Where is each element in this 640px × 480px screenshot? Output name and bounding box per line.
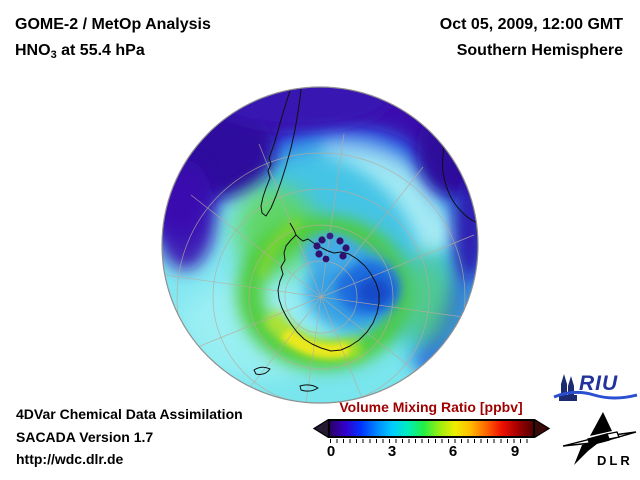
tick-label-9: 9: [510, 443, 520, 460]
subscript: 3: [50, 49, 57, 61]
colorbar-gradient: [328, 418, 535, 438]
globe-rim: [161, 86, 479, 404]
graticule: [162, 133, 478, 403]
credits-block: 4DVar Chemical Data Assimilation SACADA …: [16, 403, 243, 471]
hemisphere-label: Southern Hemisphere: [456, 42, 623, 59]
tick-label-0: 0: [326, 443, 336, 460]
colorbar-right-arrow-icon: [534, 418, 550, 438]
tick-label-3: 3: [387, 443, 397, 460]
datetime-block: Oct 05, 2009, 12:00 GMT Southern Hemisph…: [440, 12, 623, 64]
datetime-label: Oct 05, 2009, 12:00 GMT: [439, 16, 623, 33]
river-wave-icon: [553, 390, 638, 400]
tick-label-6: 6: [448, 443, 458, 460]
credit-line-1: 4DVar Chemical Data Assimilation: [16, 406, 243, 422]
dlr-logo-text: DLR: [597, 453, 633, 468]
colorbar-ticks: [330, 439, 533, 443]
denitrification-dots: [313, 232, 350, 263]
plot-title: GOME-2 / MetOp Analysis: [15, 16, 211, 33]
credit-line-2: SACADA Version 1.7: [16, 428, 154, 445]
credit-url: http://wdc.dlr.de: [16, 451, 124, 467]
colorbar-title: Volume Mixing Ratio [ppbv]: [339, 399, 523, 415]
plot-title-block: GOME-2 / MetOp Analysis HNO3 at 55.4 hPa: [15, 12, 211, 68]
colorbar-tick-labels: 0 3 6 9: [313, 443, 549, 461]
riu-logo: RIU: [552, 372, 640, 406]
dlr-star-icon: [562, 412, 637, 465]
cathedral-icon: [559, 374, 577, 401]
colorbar: Volume Mixing Ratio [ppbv] 0 3 6 9: [313, 399, 550, 460]
species-level-line: HNO3 at 55.4 hPa: [15, 42, 145, 61]
colorbar-left-arrow-icon: [313, 418, 329, 438]
riu-logo-text: RIU: [579, 372, 619, 395]
dlr-logo: DLR: [560, 409, 638, 473]
